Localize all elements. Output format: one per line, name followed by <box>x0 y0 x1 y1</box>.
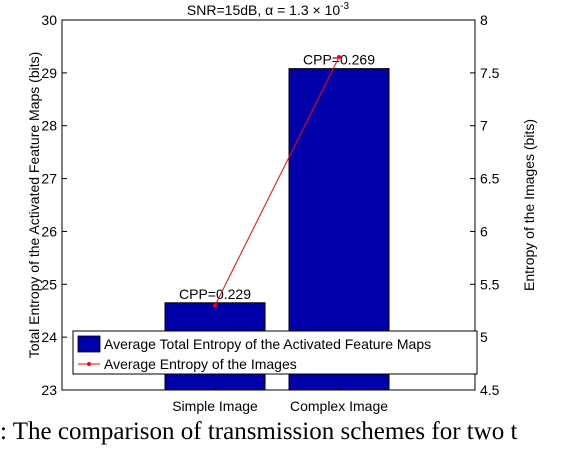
legend-bar-swatch <box>77 335 101 353</box>
y-left-tick-label: 26 <box>41 223 57 239</box>
bar-label-1: CPP=0.229 <box>179 286 251 302</box>
x-tick-label: Complex Image <box>290 398 388 414</box>
bar-label-2: CPP=0.269 <box>303 52 375 68</box>
y-right-tick-label: 7.5 <box>480 65 500 81</box>
legend-line-label: Average Entropy of the Images <box>104 356 297 372</box>
line-point-1 <box>213 303 217 308</box>
x-tick-label: Simple Image <box>172 398 258 414</box>
plot-area-background <box>62 20 475 390</box>
y-right-tick-label: 7 <box>480 118 488 134</box>
legend-box <box>72 330 478 375</box>
y-right-tick-label: 6.5 <box>480 171 500 187</box>
chart-title: SNR=15dB, α = 1.3 × 10-3 <box>187 1 350 18</box>
legend: Average Total Entropy of the Activated F… <box>72 330 478 375</box>
y-left-tick-label: 28 <box>41 118 57 134</box>
chart-title-exponent: -3 <box>340 1 349 12</box>
y-left-tick-label: 29 <box>41 65 57 81</box>
chart-title-main: SNR=15dB, α = 1.3 × 10 <box>187 2 340 18</box>
y-left-tick-label: 23 <box>41 382 57 398</box>
ticks-layer: 23 24 25 26 27 28 29 30 4.5 5 5.5 6 6.5 7 7.5 8 Simple I… <box>41 12 499 414</box>
y-left-tick-label: 25 <box>41 276 57 292</box>
y-axis-left-label: Total Entropy of the Activated Feature M… <box>26 52 42 359</box>
line-layer <box>213 55 341 308</box>
y-right-tick-label: 8 <box>480 12 488 28</box>
y-right-tick-label: 5 <box>480 329 488 345</box>
y-left-tick-label: 24 <box>41 329 57 345</box>
line-point-2 <box>337 55 341 59</box>
y-left-tick-label: 27 <box>41 171 57 187</box>
chart: CPP=0.229 CPP=0.269 23 24 25 26 27 28 29 30 4.5 5 5… <box>26 1 537 414</box>
y-right-tick-label: 4.5 <box>480 382 500 398</box>
plot-frame <box>61 19 476 391</box>
y-left-tick-label: 30 <box>41 12 57 28</box>
y-axis-right-label: Entropy of the Images (bits) <box>521 119 537 291</box>
legend-bar-label: Average Total Entropy of the Activated F… <box>104 336 431 352</box>
figure-caption: : The comparison of transmission schemes… <box>0 418 518 445</box>
line-series <box>214 56 340 306</box>
y-right-tick-label: 6 <box>480 223 488 239</box>
legend-line-marker <box>87 362 91 366</box>
y-right-tick-label: 5.5 <box>480 276 500 292</box>
